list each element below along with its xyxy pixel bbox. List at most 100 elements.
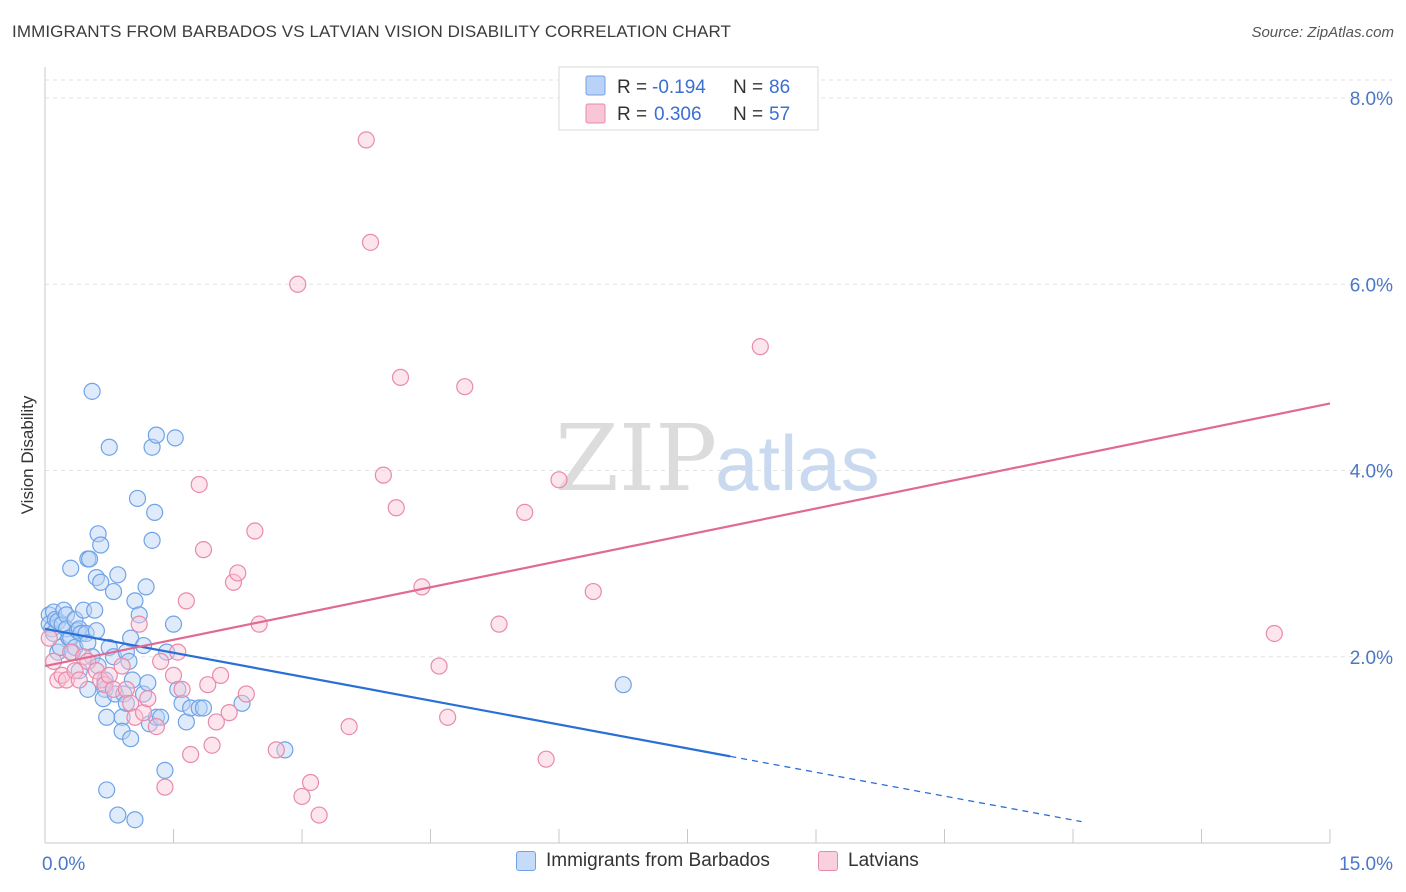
latvians-trend-line bbox=[44, 402, 1331, 668]
grid-lines bbox=[45, 79, 1392, 658]
latvians-point bbox=[293, 787, 311, 806]
latvians-point bbox=[126, 708, 144, 726]
latvians-point bbox=[190, 475, 208, 494]
latvians-point bbox=[164, 666, 183, 684]
latvians-point bbox=[152, 652, 170, 671]
source-label: Source: ZipAtlas.com bbox=[1251, 24, 1394, 41]
latvians-point bbox=[516, 503, 534, 522]
latvians-point bbox=[156, 778, 174, 796]
x-tick-label: 15.0% bbox=[1339, 854, 1393, 875]
latvians-point bbox=[220, 704, 238, 722]
barbados-point bbox=[137, 578, 155, 596]
latvians-point bbox=[134, 704, 153, 722]
latvians-point bbox=[310, 806, 328, 824]
latvians-point bbox=[194, 541, 213, 559]
barbados-point bbox=[169, 680, 187, 698]
barbados-point bbox=[126, 811, 144, 829]
latvians-point bbox=[182, 745, 200, 764]
barbados-point bbox=[130, 606, 148, 624]
legend-item-barbados: Immigrants from Barbados bbox=[516, 850, 770, 872]
barbados-point bbox=[146, 503, 164, 522]
latvians-point bbox=[301, 773, 320, 792]
legend-item-latvians: Latvians bbox=[818, 850, 919, 872]
latvians-point bbox=[104, 680, 123, 698]
latvians-point bbox=[212, 666, 230, 684]
latvians-point bbox=[289, 275, 307, 293]
barbados-point bbox=[152, 708, 170, 726]
correlation-legend: R = -0.194 N = 86 R = 0.306 N = 57 bbox=[558, 66, 819, 131]
legend-n-value-0: 86 bbox=[769, 77, 790, 98]
barbados-point bbox=[98, 781, 116, 799]
barbados-point bbox=[49, 643, 67, 661]
barbados-point bbox=[122, 629, 140, 647]
watermark-zip: ZIP bbox=[555, 405, 717, 512]
legend-r-value-0: -0.194 bbox=[652, 77, 706, 98]
latvians-point bbox=[456, 378, 474, 396]
legend-r-value-1: 0.306 bbox=[654, 104, 702, 125]
legend-label-latvians: Latvians bbox=[848, 850, 919, 871]
barbados-point bbox=[164, 615, 183, 633]
barbados-point bbox=[126, 592, 144, 610]
barbados-point bbox=[79, 680, 97, 698]
chart-title: IMMIGRANTS FROM BARBADOS VS LATVIAN VISI… bbox=[12, 22, 732, 41]
barbados-point bbox=[92, 536, 110, 554]
trend-lines bbox=[44, 402, 1331, 823]
watermark-atlas: atlas bbox=[715, 419, 880, 507]
barbados-point bbox=[80, 550, 99, 568]
axes bbox=[44, 67, 1331, 844]
legend-swatch-latvians bbox=[585, 103, 606, 124]
latvians-point bbox=[87, 662, 106, 680]
barbados-point bbox=[57, 606, 76, 624]
latvians-point bbox=[357, 131, 375, 149]
latvians-point bbox=[439, 708, 457, 726]
barbados-point bbox=[147, 708, 165, 726]
barbados-point bbox=[117, 694, 135, 712]
tick-labels: 2.0% 4.0% 6.0% 8.0% 0.0% 15.0% bbox=[42, 89, 1393, 875]
latvians-point bbox=[96, 676, 114, 694]
y-tick-label: 6.0% bbox=[1350, 275, 1393, 296]
latvians-point bbox=[537, 750, 555, 768]
barbados-point bbox=[128, 489, 147, 508]
barbados-point bbox=[233, 694, 251, 712]
barbados-point bbox=[109, 566, 127, 584]
barbados-point bbox=[100, 438, 118, 456]
barbados-point bbox=[177, 713, 195, 731]
latvians-point bbox=[173, 680, 191, 698]
latvians-point bbox=[237, 685, 255, 703]
barbados-point bbox=[109, 806, 127, 824]
latvians-point bbox=[490, 615, 508, 633]
barbados-point bbox=[83, 382, 101, 400]
y-tick-label: 8.0% bbox=[1350, 89, 1393, 110]
barbados-point bbox=[92, 573, 110, 591]
latvians-point bbox=[430, 657, 448, 675]
latvians-point bbox=[199, 676, 217, 694]
latvians-point bbox=[130, 615, 148, 633]
y-axis-label: Vision Disability bbox=[18, 395, 37, 514]
latvians-point bbox=[246, 522, 264, 540]
latvians-point bbox=[40, 629, 58, 647]
latvians-point bbox=[117, 680, 135, 698]
latvians-point bbox=[374, 466, 392, 484]
barbados-point bbox=[173, 694, 191, 712]
barbados-point bbox=[156, 761, 174, 779]
barbados-point bbox=[143, 531, 161, 549]
watermark: ZIP atlas bbox=[555, 405, 880, 512]
latvians-point bbox=[387, 499, 405, 517]
latvians-point bbox=[584, 582, 602, 601]
y-tick-label: 2.0% bbox=[1350, 648, 1393, 669]
series-latvians-points bbox=[40, 131, 1283, 824]
legend-label-barbados: Immigrants from Barbados bbox=[546, 850, 770, 871]
y-tick-label: 4.0% bbox=[1350, 462, 1393, 483]
latvians-point bbox=[70, 671, 88, 689]
barbados-point bbox=[190, 699, 208, 717]
barbados-point bbox=[194, 699, 213, 717]
barbados-trend-line bbox=[44, 627, 731, 758]
legend-r-label-0: R = bbox=[617, 77, 647, 98]
barbados-point bbox=[122, 730, 140, 748]
barbados-point bbox=[614, 676, 632, 694]
latvians-point bbox=[66, 662, 84, 680]
barbados-point bbox=[166, 429, 184, 447]
latvians-point bbox=[224, 573, 243, 591]
legend-n-label-1: N = bbox=[733, 104, 763, 125]
barbados-point bbox=[139, 674, 157, 692]
